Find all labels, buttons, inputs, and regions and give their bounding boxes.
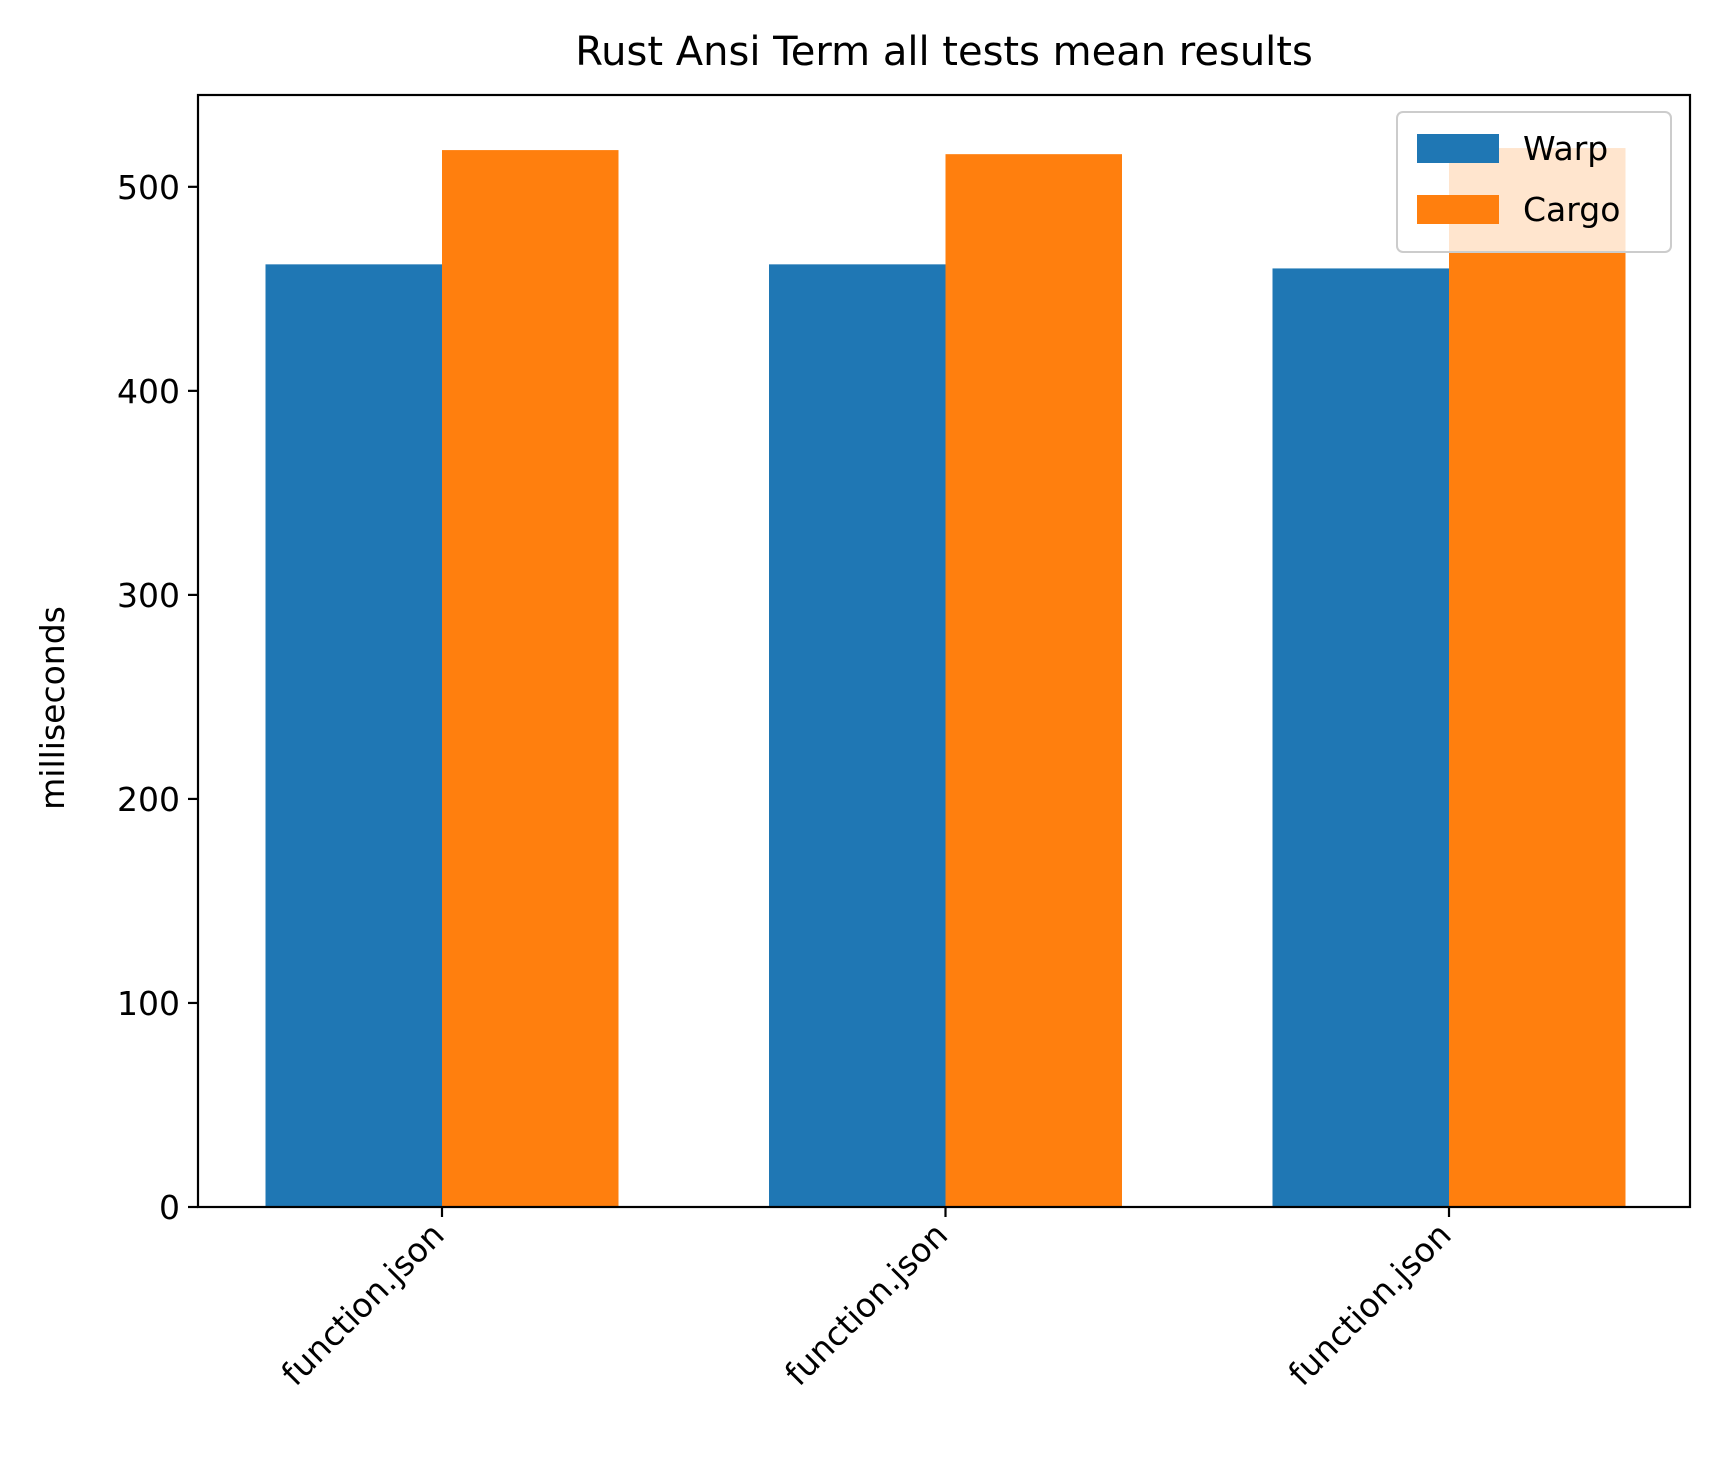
legend-swatch-cargo <box>1417 195 1499 224</box>
y-tick-label: 500 <box>117 168 180 207</box>
bar-warp-2 <box>769 264 946 1208</box>
y-tick-label: 200 <box>117 780 180 819</box>
bar-cargo-3 <box>1449 148 1626 1207</box>
y-axis-label: milliseconds <box>33 606 72 810</box>
bar-cargo-2 <box>945 154 1122 1207</box>
axes-frame <box>196 93 1692 1209</box>
y-tick-label: 300 <box>117 576 180 615</box>
legend-label-cargo: Cargo <box>1523 190 1620 229</box>
y-tick-label: 0 <box>159 1188 180 1227</box>
y-tick-label: 100 <box>117 984 180 1023</box>
legend: Warp Cargo <box>1396 111 1672 253</box>
chart-title: Rust Ansi Term all tests mean results <box>575 29 1313 75</box>
legend-label-warp: Warp <box>1523 129 1608 168</box>
bar-warp-3 <box>1272 268 1449 1207</box>
bar-warp-1 <box>265 264 442 1208</box>
y-tick-label: 400 <box>117 372 180 411</box>
bar-cargo-1 <box>442 150 619 1208</box>
legend-swatch-warp <box>1417 134 1499 163</box>
